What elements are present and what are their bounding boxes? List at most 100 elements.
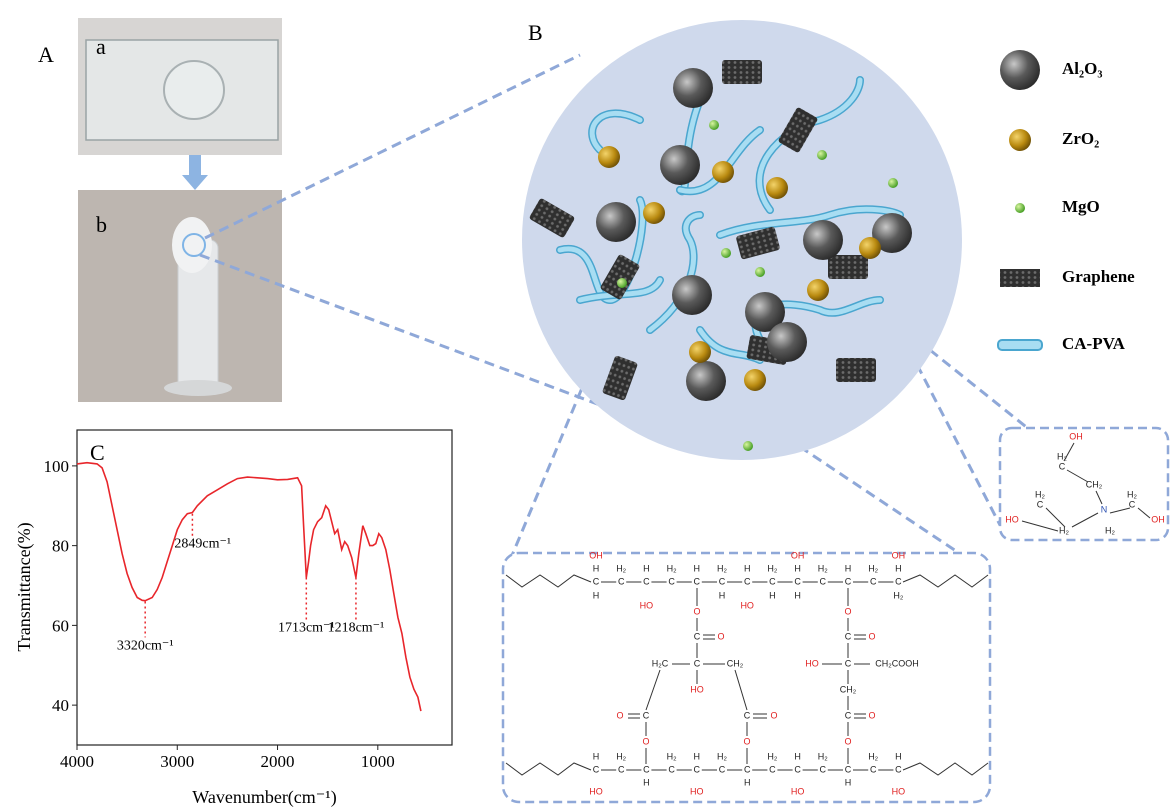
atom-label: H <box>895 563 902 573</box>
atom-label: H₂ <box>667 751 677 761</box>
atom-label: C <box>668 576 675 586</box>
atom-label: C <box>618 764 625 774</box>
mgo-particle <box>709 120 719 130</box>
atom-label: O <box>868 710 875 720</box>
atom-label: OH <box>1069 431 1083 441</box>
ftir-chart: 4000300020001000406080100Wavenumber(cm⁻¹… <box>14 430 452 808</box>
atom-label: HO <box>805 658 819 668</box>
atom-label: C <box>593 764 600 774</box>
atom-label: HO <box>1005 514 1019 524</box>
annotation-label: 1713cm⁻¹ <box>278 620 335 635</box>
zro2-particle <box>689 341 711 363</box>
atom-label: H₂ <box>1127 489 1137 499</box>
atom-label: CH₂ <box>1086 479 1103 489</box>
atom-label: H₂ <box>767 751 777 761</box>
atom-label: H <box>593 590 600 600</box>
al2o3-particle <box>686 361 726 401</box>
atom-label: C <box>694 658 701 668</box>
y-axis-title: Transmittance(%) <box>14 522 35 651</box>
atom-label: H₂ <box>893 590 903 600</box>
zro2-particle <box>859 237 881 259</box>
atom-label: C <box>719 764 726 774</box>
atom-label: H <box>719 590 726 600</box>
droplet <box>164 61 224 119</box>
atom-label: O <box>717 631 724 641</box>
graphene <box>722 60 762 84</box>
atom-label: C <box>1129 499 1136 509</box>
panel-label: a <box>96 34 106 59</box>
atom-label: C <box>895 576 902 586</box>
panel-label: C <box>90 440 105 465</box>
atom-label: O <box>616 710 623 720</box>
atom-label: C <box>618 576 625 586</box>
atom-label: H <box>794 751 801 761</box>
legend-label: MgO <box>1062 197 1100 216</box>
atom-label: H₂ <box>1059 525 1069 535</box>
atom-label: O <box>770 710 777 720</box>
atom-label: HO <box>892 786 906 796</box>
atom-label: C <box>845 576 852 586</box>
legend-label: Al₂O₃ <box>1062 59 1102 78</box>
legend: Al₂O₃ZrO₂MgOGrapheneCA-PVA <box>998 50 1135 353</box>
atom-label: C <box>769 576 776 586</box>
zro2-particle <box>712 161 734 183</box>
atom-label: HO <box>690 684 704 694</box>
zro2-particle <box>598 146 620 168</box>
atom-label: CH₂COOH <box>875 658 919 668</box>
atom-label: HO <box>589 786 603 796</box>
ftir-line <box>77 463 421 711</box>
atom-label: H₂ <box>1035 489 1045 499</box>
atom-label: C <box>845 658 852 668</box>
atom-label: H₂ <box>868 563 878 573</box>
al2o3-particle <box>596 202 636 242</box>
atom-label: H₂C <box>652 658 669 668</box>
legend-label: Graphene <box>1062 267 1135 286</box>
atom-label: C <box>820 764 827 774</box>
atom-label: C <box>794 576 801 586</box>
atom-label: C <box>643 710 650 720</box>
zro2-particle <box>766 177 788 199</box>
atom-label: CH₂ <box>727 658 744 668</box>
atom-label: O <box>693 606 700 616</box>
atom-label: H₂ <box>818 563 828 573</box>
atom-label: O <box>743 736 750 746</box>
atom-label: H <box>694 751 701 761</box>
atom-label: H₂ <box>616 751 626 761</box>
atom-label: HO <box>740 600 754 610</box>
al2o3-particle <box>673 68 713 108</box>
zro2-particle <box>744 369 766 391</box>
atom-label: C <box>895 764 902 774</box>
atom-label: H <box>769 590 776 600</box>
x-tick-label: 4000 <box>60 752 94 771</box>
legend-icon <box>998 340 1042 350</box>
x-axis-title: Wavenumber(cm⁻¹) <box>192 787 336 808</box>
atom-label: O <box>844 736 851 746</box>
al2o3-particle <box>767 322 807 362</box>
atom-label: C <box>870 764 877 774</box>
atom-label: H <box>593 751 600 761</box>
figure: A a b B Al₂O₃ZrO₂MgOGrapheneCA-PVA CCCCC… <box>0 0 1171 811</box>
atom-label: C <box>643 764 650 774</box>
arrow-head <box>182 175 208 190</box>
atom-label: H <box>744 563 751 573</box>
plot-frame <box>77 430 452 745</box>
atom-label: C <box>719 576 726 586</box>
legend-label: CA-PVA <box>1062 334 1126 353</box>
graphene <box>836 358 876 382</box>
atom-label: HO <box>690 786 704 796</box>
panel-label: b <box>96 212 107 237</box>
atom-label: H₂ <box>767 563 777 573</box>
atom-label: H₂ <box>1105 525 1115 535</box>
atom-label: H₂ <box>717 751 727 761</box>
atom-label: H₂ <box>818 751 828 761</box>
panel-label: A <box>38 42 54 67</box>
atom-label: C <box>694 631 701 641</box>
legend-icon <box>1000 50 1040 90</box>
legend-icon <box>1000 269 1040 287</box>
arrow-shaft <box>189 155 201 175</box>
y-tick-label: 80 <box>52 537 69 556</box>
tube-base <box>164 380 232 396</box>
annotation-label: 1218cm⁻¹ <box>328 620 385 635</box>
x-tick-label: 3000 <box>160 752 194 771</box>
mgo-particle <box>888 178 898 188</box>
